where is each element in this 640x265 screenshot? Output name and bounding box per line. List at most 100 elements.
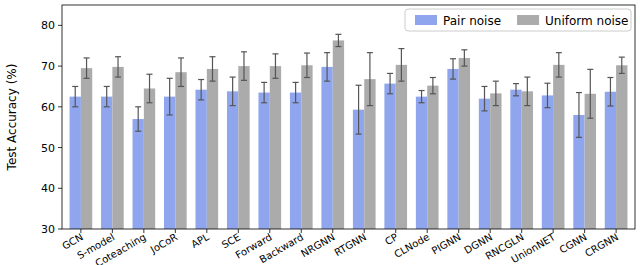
error-bar xyxy=(387,73,393,93)
error-line xyxy=(484,86,485,110)
error-bar xyxy=(482,86,488,110)
bar xyxy=(333,40,344,229)
bar xyxy=(175,72,186,229)
error-line xyxy=(421,91,422,103)
error-cap xyxy=(450,79,456,80)
legend-label: Uniform noise xyxy=(545,14,628,28)
bar xyxy=(70,97,81,229)
y-tick xyxy=(58,66,62,67)
error-cap xyxy=(419,90,425,91)
error-line xyxy=(149,74,150,103)
error-cap xyxy=(115,76,121,77)
error-cap xyxy=(167,114,173,115)
error-line xyxy=(464,50,465,66)
bar xyxy=(270,66,281,229)
error-cap xyxy=(293,102,299,103)
error-cap xyxy=(356,134,362,135)
error-bar xyxy=(147,74,153,103)
error-bar xyxy=(556,53,562,77)
error-line xyxy=(452,59,453,79)
x-tick xyxy=(143,229,144,233)
x-tick-label: CLNode xyxy=(392,231,431,260)
error-line xyxy=(358,85,359,134)
bar xyxy=(144,88,155,229)
legend-swatch xyxy=(517,15,539,25)
x-tick xyxy=(427,229,428,233)
error-line xyxy=(243,52,244,81)
error-bar xyxy=(178,58,184,87)
bar xyxy=(384,84,395,229)
error-cap xyxy=(482,110,488,111)
x-tick xyxy=(112,229,113,233)
error-bar xyxy=(167,78,173,115)
error-cap xyxy=(607,77,613,78)
error-cap xyxy=(135,106,141,107)
legend-swatch xyxy=(415,15,437,25)
error-bar xyxy=(461,50,467,66)
bar xyxy=(459,58,470,229)
error-cap xyxy=(135,131,141,132)
error-cap xyxy=(556,76,562,77)
error-line xyxy=(610,77,611,106)
error-cap xyxy=(450,58,456,59)
error-bar xyxy=(272,54,278,78)
bar xyxy=(238,66,249,229)
error-cap xyxy=(241,51,247,52)
y-tick-label: 70 xyxy=(41,60,55,73)
error-bar xyxy=(324,53,330,82)
error-cap xyxy=(209,56,215,57)
bar xyxy=(195,90,206,229)
y-tick-label: 40 xyxy=(41,182,55,195)
error-line xyxy=(264,82,265,102)
bar xyxy=(207,69,218,229)
error-line xyxy=(621,57,622,73)
error-cap xyxy=(167,78,173,79)
error-cap xyxy=(576,92,582,93)
error-cap xyxy=(430,93,436,94)
x-tick-label: PIGNN xyxy=(430,231,463,256)
y-tick xyxy=(58,25,62,26)
error-cap xyxy=(398,48,404,49)
error-bar xyxy=(576,93,582,138)
bar xyxy=(290,93,301,229)
error-bar xyxy=(84,58,90,78)
bar xyxy=(164,97,175,229)
error-bar xyxy=(544,83,550,107)
error-cap xyxy=(198,99,204,100)
error-cap xyxy=(587,69,593,70)
bar xyxy=(616,65,627,229)
error-cap xyxy=(513,95,519,96)
x-tick-label: APL xyxy=(189,231,211,250)
error-cap xyxy=(513,83,519,84)
error-cap xyxy=(367,52,373,53)
x-tick-label: UnionNET xyxy=(509,231,558,265)
error-cap xyxy=(178,86,184,87)
error-bar xyxy=(493,81,499,105)
y-axis-label: Test Accuracy (%) xyxy=(5,64,19,172)
bar xyxy=(301,65,312,229)
error-cap xyxy=(619,73,625,74)
x-tick-label: NRGNN xyxy=(299,231,337,259)
error-cap xyxy=(178,57,184,58)
error-bar xyxy=(293,82,299,102)
bar xyxy=(479,99,490,229)
x-tick xyxy=(238,229,239,233)
error-cap xyxy=(587,118,593,119)
bar xyxy=(81,68,92,229)
error-cap xyxy=(304,77,310,78)
error-cap xyxy=(261,102,267,103)
bar xyxy=(490,93,501,229)
error-line xyxy=(326,53,327,82)
error-bar xyxy=(430,77,436,93)
error-cap xyxy=(115,56,121,57)
error-bar xyxy=(450,59,456,79)
error-line xyxy=(212,57,213,81)
error-line xyxy=(180,58,181,87)
x-tick-label: CRGNN xyxy=(583,231,620,259)
error-bar xyxy=(419,91,425,103)
x-tick xyxy=(332,229,333,233)
error-bar xyxy=(335,34,341,46)
y-tick xyxy=(58,147,62,148)
error-cap xyxy=(607,105,613,106)
error-cap xyxy=(304,52,310,53)
